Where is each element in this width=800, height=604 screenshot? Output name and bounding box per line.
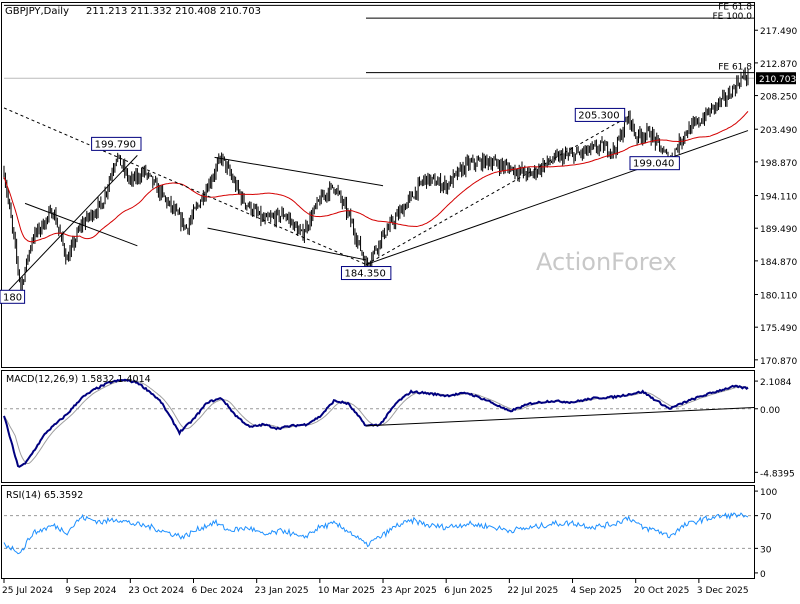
fib-label-top: FE 61.8 <box>718 2 752 12</box>
rsi-axis-label: 70 <box>760 513 772 523</box>
price-label-box <box>0 289 26 304</box>
macd-line <box>3 378 749 468</box>
macd-trendline <box>366 406 755 427</box>
rsi-line <box>3 512 749 555</box>
rsi-axis-label: 100 <box>760 488 777 498</box>
price-label-box <box>91 136 142 151</box>
x-axis-label: 23 Apr 2025 <box>381 586 437 596</box>
price-label: 184.350 <box>344 269 385 280</box>
price-axis-label: 194.110 <box>760 193 797 203</box>
watermark-text: ActionForex <box>536 248 677 276</box>
macd-axis-label: -4.8395 <box>760 469 795 479</box>
price-label: 180 <box>3 292 22 303</box>
rsi-title: RSI(14) 65.3592 <box>6 490 83 501</box>
x-axis-label: 20 Oct 2025 <box>634 586 690 596</box>
x-axis-label: 9 Sep 2024 <box>65 586 117 596</box>
macd-axis-label: 2.1084 <box>760 378 792 388</box>
x-axis-label: 23 Oct 2024 <box>128 586 184 596</box>
price-axis-label: 184.870 <box>760 258 797 268</box>
rsi-axis-label: 30 <box>760 545 772 555</box>
price-axis-label: 203.490 <box>760 126 797 136</box>
price-label-box <box>629 156 680 171</box>
rsi-axis-label: 0 <box>760 570 766 580</box>
x-axis-label: 25 Jul 2024 <box>2 586 53 596</box>
rsi-panel-frame <box>1 485 755 579</box>
trendline <box>24 202 138 247</box>
price-axis-label: 198.870 <box>760 159 797 169</box>
price-label: 199.790 <box>95 139 136 150</box>
moving-average-line <box>3 111 749 243</box>
trendline <box>207 227 367 261</box>
price-label-box <box>340 266 392 281</box>
price-label: 199.040 <box>633 159 674 170</box>
x-axis-label: 23 Jan 2025 <box>255 586 309 596</box>
x-axis-label: 6 Jun 2025 <box>444 586 492 596</box>
trendline <box>3 155 138 296</box>
trendline <box>366 130 749 266</box>
dashed-trendline <box>365 115 629 265</box>
price-axis-label: 189.490 <box>760 225 797 235</box>
x-axis-label: 4 Sep 2025 <box>571 586 622 596</box>
price-axis-label: 208.250 <box>760 93 797 103</box>
fib-label-61-8: FE 61.8 <box>718 63 752 73</box>
x-axis-label: 22 Jul 2025 <box>507 586 558 596</box>
price-axis-label: 212.870 <box>760 60 797 70</box>
price-axis-label: 217.490 <box>760 27 797 37</box>
macd-axis-label: 0.00 <box>760 406 780 416</box>
price-label-box <box>574 107 626 122</box>
trendline <box>214 156 384 187</box>
macd-title: MACD(12,26,9) 1.5832 1.4014 <box>6 374 151 385</box>
x-axis-label: 10 Mar 2025 <box>318 586 375 596</box>
fib-label-100: FE 100.0 <box>713 12 753 22</box>
x-axis-label: 3 Dec 2025 <box>697 586 749 596</box>
chart-header-ohlc: 211.213 211.332 210.408 210.703 <box>86 6 261 17</box>
chart-header-symbol: GBPJPY,Daily <box>5 6 69 17</box>
price-axis-label: 180.110 <box>760 292 797 302</box>
current-price-tag <box>756 72 796 85</box>
price-axis-label: 175.490 <box>760 324 797 334</box>
x-axis-label: 6 Dec 2024 <box>192 586 244 596</box>
price-axis-label: 170.870 <box>760 357 797 367</box>
price-label: 205.300 <box>578 110 619 121</box>
current-price-label: 210.703 <box>759 75 796 85</box>
